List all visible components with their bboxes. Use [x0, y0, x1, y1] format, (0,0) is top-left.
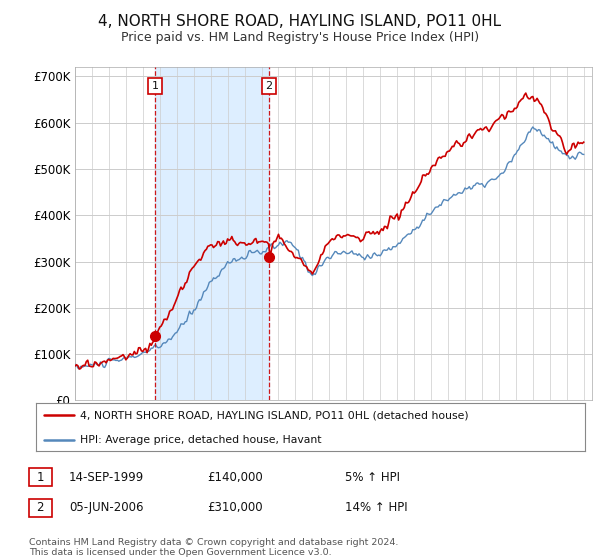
Text: £310,000: £310,000 [207, 501, 263, 515]
Text: HPI: Average price, detached house, Havant: HPI: Average price, detached house, Hava… [80, 435, 322, 445]
Text: 1: 1 [37, 470, 44, 484]
Text: Contains HM Land Registry data © Crown copyright and database right 2024.
This d: Contains HM Land Registry data © Crown c… [29, 538, 398, 557]
Text: 14-SEP-1999: 14-SEP-1999 [69, 470, 144, 484]
Bar [155, 67, 269, 400]
Text: £140,000: £140,000 [207, 470, 263, 484]
Text: 2: 2 [265, 81, 272, 91]
Text: Price paid vs. HM Land Registry's House Price Index (HPI): Price paid vs. HM Land Registry's House … [121, 31, 479, 44]
Text: 14% ↑ HPI: 14% ↑ HPI [345, 501, 407, 515]
Text: 5% ↑ HPI: 5% ↑ HPI [345, 470, 400, 484]
Text: 4, NORTH SHORE ROAD, HAYLING ISLAND, PO11 0HL: 4, NORTH SHORE ROAD, HAYLING ISLAND, PO1… [98, 14, 502, 29]
Text: 1: 1 [151, 81, 158, 91]
Text: 4, NORTH SHORE ROAD, HAYLING ISLAND, PO11 0HL (detached house): 4, NORTH SHORE ROAD, HAYLING ISLAND, PO1… [80, 410, 469, 420]
Text: 2: 2 [37, 501, 44, 515]
Text: 05-JUN-2006: 05-JUN-2006 [69, 501, 143, 515]
